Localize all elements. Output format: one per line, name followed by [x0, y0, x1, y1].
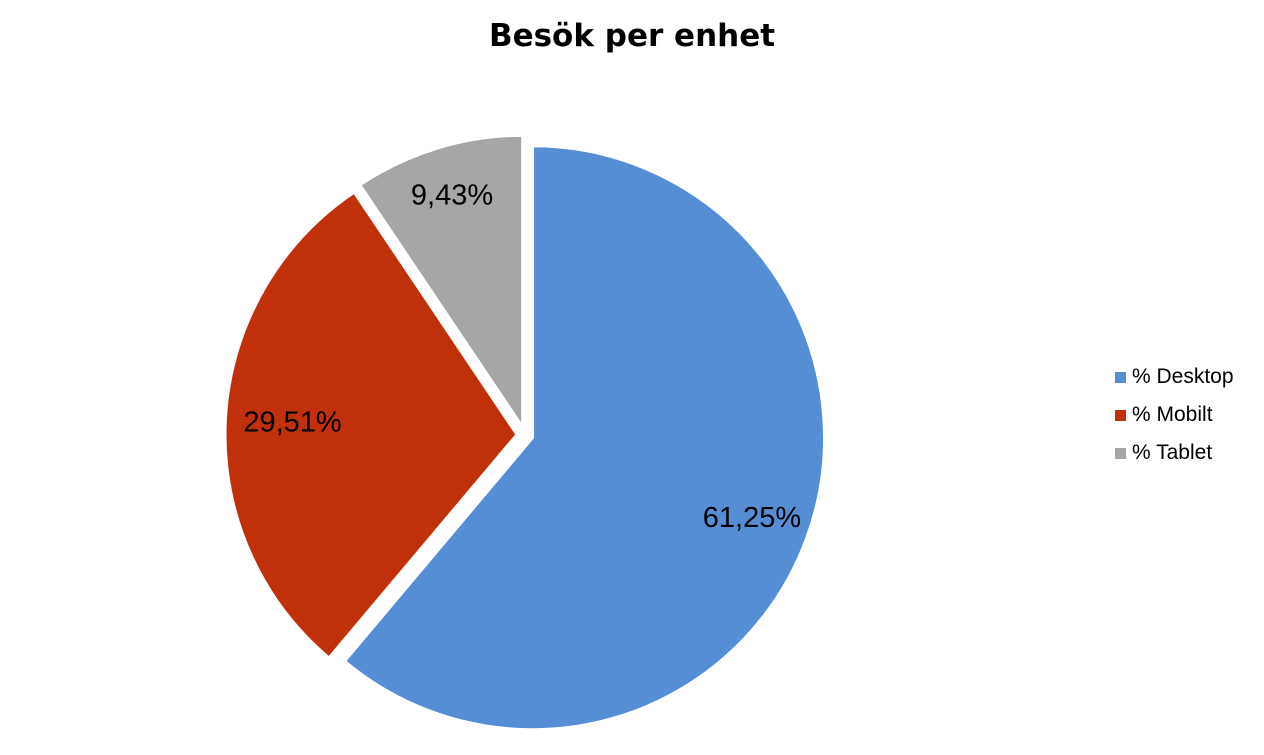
- legend-label-tablet: % Tablet: [1132, 441, 1213, 464]
- slice-label-tablet: 9,43%: [411, 180, 493, 212]
- legend-swatch-desktop: [1115, 371, 1126, 383]
- slice-label-mobilt: 29,51%: [243, 406, 341, 438]
- pie-slices: [223, 133, 826, 732]
- legend: % Desktop % Mobilt % Tablet: [1115, 358, 1234, 472]
- slice-labels: 61,25% 29,51% 9,43%: [243, 180, 801, 534]
- legend-item-desktop: % Desktop: [1115, 358, 1234, 396]
- chart-title: Besök per enhet: [488, 18, 776, 54]
- slice-label-desktop: 61,25%: [703, 502, 801, 534]
- legend-swatch-mobilt: [1115, 409, 1126, 421]
- pie-slice-desktop: [342, 144, 826, 732]
- legend-item-tablet: % Tablet: [1115, 434, 1234, 472]
- legend-swatch-tablet: [1115, 447, 1126, 459]
- pie-slice-tablet: [357, 133, 525, 433]
- legend-label-mobilt: % Mobilt: [1132, 403, 1213, 426]
- legend-item-mobilt: % Mobilt: [1115, 396, 1234, 434]
- pie-slice-mobilt: [223, 190, 519, 661]
- legend-label-desktop: % Desktop: [1132, 365, 1234, 388]
